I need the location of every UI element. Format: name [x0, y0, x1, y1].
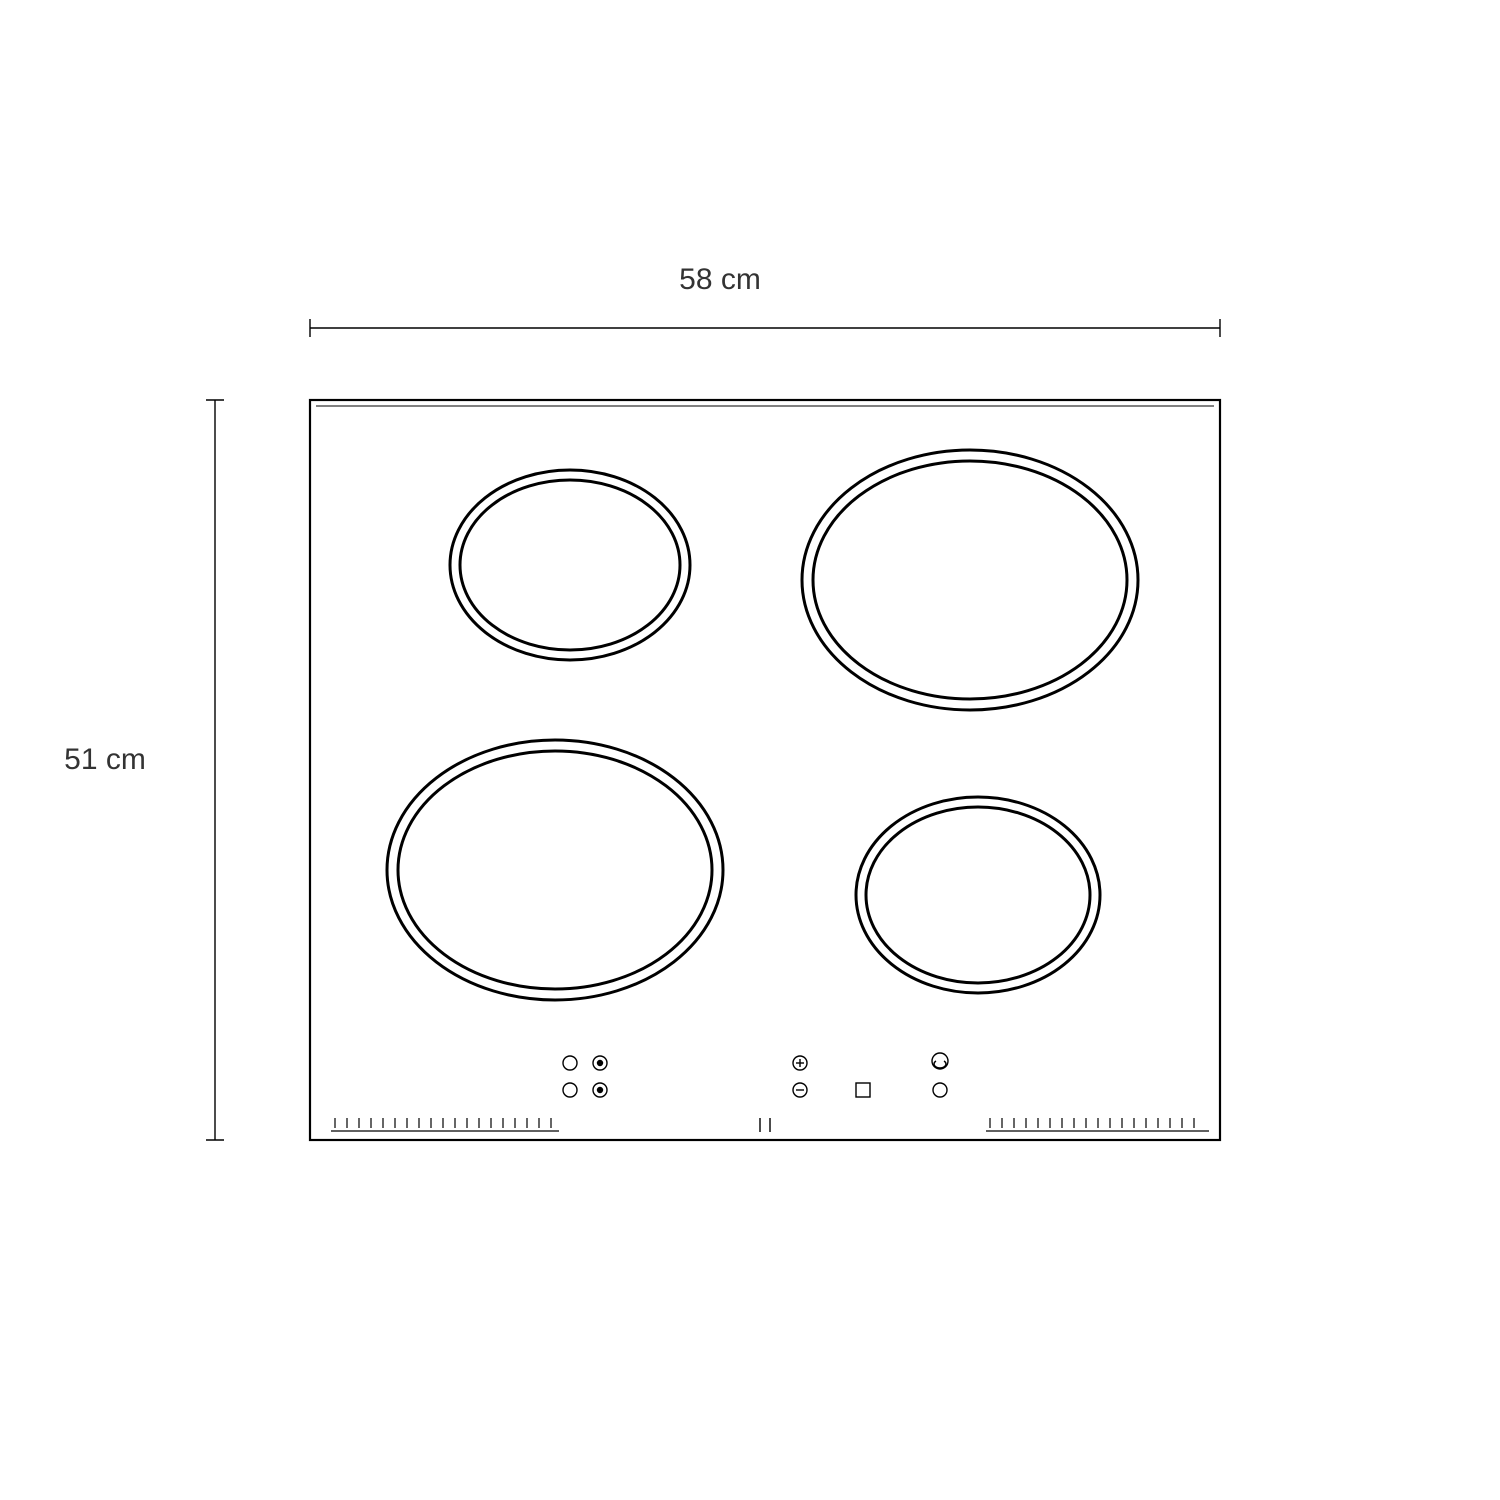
burner-top-left	[450, 470, 690, 660]
burners	[387, 450, 1138, 1000]
diagram-canvas: 58 cm 51 cm	[0, 0, 1500, 1500]
diagram-svg	[0, 0, 1500, 1500]
vent-ticks-right	[986, 1118, 1209, 1131]
burner-bottom-left	[387, 740, 723, 1000]
centre-mount-mark	[760, 1118, 770, 1132]
vent-ticks-left	[331, 1118, 559, 1131]
burner-top-right	[802, 450, 1138, 710]
burner-bottom-right	[856, 797, 1100, 993]
height-dimension-line	[206, 400, 224, 1140]
width-dimension-line	[310, 319, 1220, 337]
control-panel	[563, 1053, 948, 1097]
control-cluster-right	[793, 1053, 948, 1097]
control-cluster-left	[563, 1056, 607, 1097]
